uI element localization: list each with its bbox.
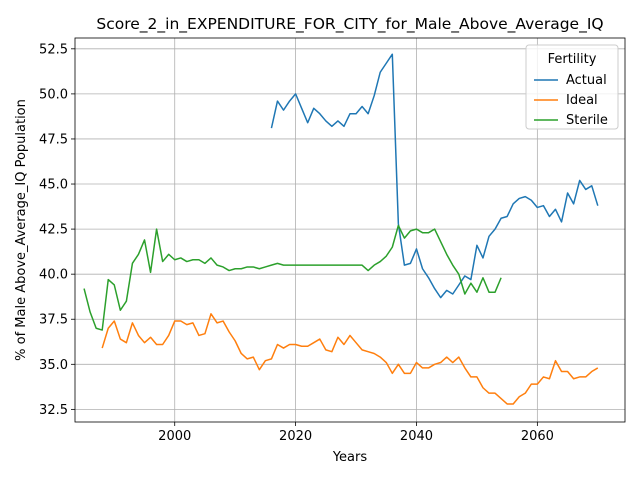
series-line-sterile xyxy=(83,224,502,331)
y-tick-label: 52.5 xyxy=(39,42,68,57)
y-axis-label: % of Male Above_Average_IQ Population xyxy=(14,99,29,361)
y-tick-label: 47.5 xyxy=(39,132,68,147)
y-tick-label: 50.0 xyxy=(39,87,68,102)
ticks: 2000 2020 2040 2060 32.5 35.0 37.5 40.0 42.5 45.0… xyxy=(39,42,554,444)
legend-label-ideal: Ideal xyxy=(566,93,598,108)
y-tick-label: 42.5 xyxy=(39,223,68,238)
grid xyxy=(75,38,625,422)
y-tick-label: 40.0 xyxy=(39,268,68,283)
legend-label-actual: Actual xyxy=(566,73,607,88)
x-tick-label: 2000 xyxy=(158,429,191,444)
legend-title: Fertility xyxy=(548,52,597,67)
series-lines xyxy=(83,53,599,405)
x-tick-label: 2040 xyxy=(400,429,433,444)
x-tick-label: 2020 xyxy=(279,429,312,444)
legend-entries: Actual Ideal Sterile xyxy=(534,73,608,128)
x-tick-label: 2060 xyxy=(521,429,554,444)
y-tick-label: 35.0 xyxy=(39,358,68,373)
legend-box xyxy=(525,44,619,130)
series-line-actual xyxy=(270,53,599,299)
y-tick-label: 37.5 xyxy=(39,313,68,328)
series-line-ideal xyxy=(101,313,599,405)
y-tick-label: 45.0 xyxy=(39,178,68,193)
chart-title: Score_2_in_EXPENDITURE_FOR_CITY_for_Male… xyxy=(96,15,603,34)
y-tick-label: 32.5 xyxy=(39,403,68,418)
legend-label-sterile: Sterile xyxy=(566,113,608,128)
plot-frame xyxy=(74,37,626,423)
x-axis-label: Years xyxy=(332,450,368,465)
legend: Fertility Actual Ideal Sterile xyxy=(525,44,619,130)
